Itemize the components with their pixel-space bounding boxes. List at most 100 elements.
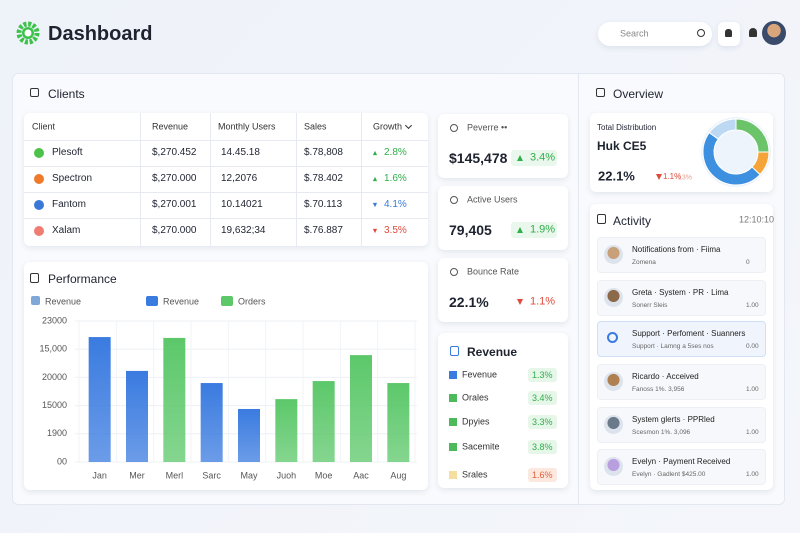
section-title: Overview xyxy=(613,87,664,101)
revenue-swatch xyxy=(449,394,457,402)
client-revenue: $,270.000 xyxy=(152,173,197,184)
client-dot xyxy=(34,148,44,158)
client-growth: 3.5% xyxy=(384,225,407,236)
x-tick-label: Mer xyxy=(129,470,145,480)
change-arrow xyxy=(517,155,523,161)
activity-item[interactable] xyxy=(597,449,766,485)
growth-arrow xyxy=(372,202,378,208)
stat-icon xyxy=(450,196,458,204)
activity-item[interactable] xyxy=(597,407,766,443)
legend-label: Revenue xyxy=(163,296,200,307)
bar xyxy=(387,383,410,462)
activity-item[interactable] xyxy=(597,237,766,273)
search-avatar xyxy=(607,332,618,343)
revenue-swatch xyxy=(449,418,457,426)
x-tick-label: Merl xyxy=(166,470,184,480)
revenue-swatch xyxy=(449,471,457,479)
donut-segment xyxy=(708,118,737,140)
activity-sub: Support · Lamng a 5ses nos xyxy=(632,342,714,350)
overview-icon xyxy=(596,88,605,97)
stat-card xyxy=(438,114,568,178)
legend-swatch xyxy=(221,296,233,306)
overview-subtitle: Total Distribution xyxy=(597,123,657,132)
activity-avatar xyxy=(604,457,623,476)
bar xyxy=(126,370,148,462)
revenue-item-name: Dpyies xyxy=(462,416,490,427)
avatar[interactable] xyxy=(762,21,786,45)
client-revenue: $,270.001 xyxy=(152,199,197,210)
growth-arrow xyxy=(372,176,378,182)
column-header: Client xyxy=(32,121,56,132)
revenue-title: Revenue xyxy=(467,345,518,359)
x-tick-label: Aug xyxy=(390,470,406,480)
client-users: 12,2076 xyxy=(221,173,258,184)
activity-sub: Zomena xyxy=(632,258,656,266)
stat-icon xyxy=(450,268,458,276)
column-header: Growth xyxy=(373,121,403,132)
logo xyxy=(16,21,40,45)
change-arrow xyxy=(517,227,523,233)
search-placeholder: Search xyxy=(620,28,649,39)
revenue-item-name: Srales xyxy=(462,469,488,480)
legend-label: Revenue xyxy=(45,296,82,307)
activity-sub: Scesmon 1%. 3,096 xyxy=(632,428,691,436)
divider xyxy=(578,74,579,504)
row-divider xyxy=(24,218,428,219)
revenue-icon xyxy=(450,346,459,356)
activity-title: System glerts · PPRled xyxy=(632,415,715,424)
activity-title: Notifications from · Fiima xyxy=(632,245,721,254)
row-divider xyxy=(24,192,428,193)
client-name: Plesoft xyxy=(52,147,83,158)
column-header: Sales xyxy=(304,121,327,132)
x-tick-label: Aac xyxy=(353,470,369,480)
y-tick-label: 15000 xyxy=(42,400,67,410)
revenue-swatch xyxy=(449,443,457,451)
revenue-item-value: 3.3% xyxy=(528,415,557,429)
y-tick-label: 00 xyxy=(57,456,67,466)
user-icon xyxy=(749,28,757,37)
stat-icon xyxy=(450,124,458,132)
x-tick-label: Juoh xyxy=(277,470,297,480)
overview-value: 22.1% xyxy=(598,168,635,184)
bar xyxy=(350,355,372,462)
revenue-item-value: 3.4% xyxy=(528,391,557,405)
x-tick-label: May xyxy=(240,470,258,480)
change-bg xyxy=(511,222,557,238)
performance-icon xyxy=(30,273,39,283)
stat-change: 1.9% xyxy=(530,223,556,236)
activity-title: Evelyn · Payment Received xyxy=(632,457,731,466)
y-tick-label: 23000 xyxy=(42,315,67,325)
search-box[interactable] xyxy=(598,22,712,46)
activity-sub: Evelyn · Gadlent $425.00 xyxy=(632,470,706,478)
page-title: Dashboard xyxy=(48,23,153,45)
revenue-item-name: Sacemite xyxy=(462,441,500,452)
revenue-item-name: Orales xyxy=(462,392,489,403)
stat-value: $145,478 xyxy=(449,150,508,166)
stat-change: 1.1% xyxy=(530,295,556,308)
y-tick-label: 1900 xyxy=(47,428,67,438)
row-divider xyxy=(24,166,428,167)
stat-label: Peverre •• xyxy=(467,122,508,133)
chart-title: Performance xyxy=(48,272,117,286)
activity-item[interactable] xyxy=(597,364,766,400)
column-divider xyxy=(210,113,211,246)
activity-value: 1.00 xyxy=(746,385,759,393)
activity-icon xyxy=(597,214,606,224)
column-divider xyxy=(296,113,297,246)
logo-hole xyxy=(24,29,32,37)
legend-swatch xyxy=(146,296,158,306)
activity-item[interactable] xyxy=(597,321,766,357)
activity-avatar xyxy=(604,245,623,264)
y-tick-label: 15,000 xyxy=(39,344,67,354)
search-icon xyxy=(697,29,705,37)
activity-avatar xyxy=(604,415,623,434)
stat-label: Active Users xyxy=(467,194,518,205)
section-title: Clients xyxy=(48,87,85,101)
bar xyxy=(200,383,223,462)
client-users: 19,632;34 xyxy=(221,225,266,236)
activity-item[interactable] xyxy=(597,280,766,316)
stat-value: 79,405 xyxy=(449,222,492,238)
legend-swatch xyxy=(31,296,40,305)
x-tick-label: Jan xyxy=(92,470,107,480)
